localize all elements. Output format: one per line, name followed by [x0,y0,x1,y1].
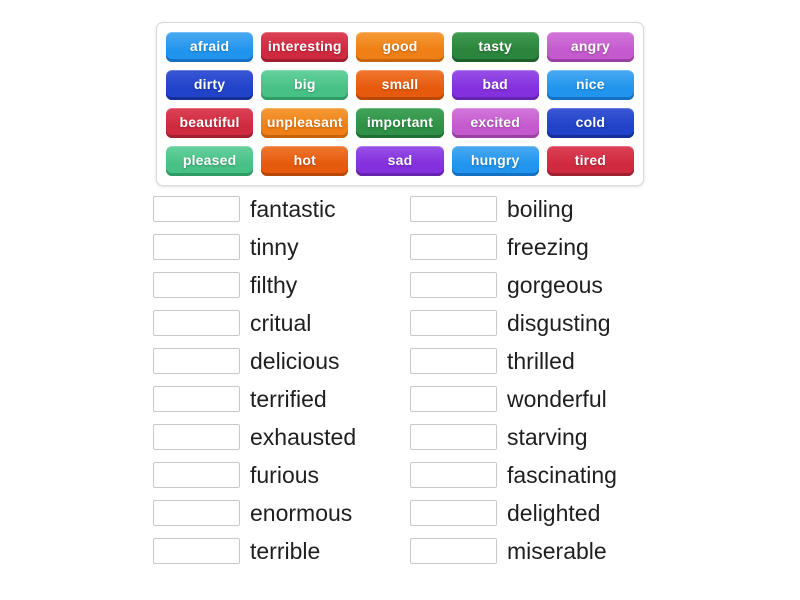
match-row: tinny [153,234,410,260]
word-tile[interactable]: small [356,70,444,100]
match-row: thrilled [410,348,647,374]
match-row: wonderful [410,386,647,412]
match-word-label: furious [250,461,320,488]
match-list: fantastic tinny filthy critual delicious… [153,196,647,564]
answer-slot[interactable] [153,424,240,450]
word-tile[interactable]: interesting [261,32,349,62]
answer-slot[interactable] [153,310,240,336]
answer-slot[interactable] [410,272,497,298]
answer-slot[interactable] [410,424,497,450]
match-word-label: thrilled [507,347,575,374]
word-tile[interactable]: hot [261,146,349,176]
match-row: fascinating [410,462,647,488]
match-row: freezing [410,234,647,260]
match-word-label: miserable [507,537,607,564]
match-row: delighted [410,500,647,526]
word-tile[interactable]: important [356,108,444,138]
answer-slot[interactable] [410,196,497,222]
word-tile[interactable]: sad [356,146,444,176]
word-tile[interactable]: big [261,70,349,100]
match-word-label: starving [507,423,588,450]
word-tile[interactable]: nice [546,70,634,100]
answer-slot[interactable] [153,386,240,412]
answer-slot[interactable] [410,500,497,526]
match-word-label: critual [250,309,312,336]
word-tile[interactable]: dirty [166,70,254,100]
word-tile[interactable]: angry [546,32,634,62]
match-word-label: terrible [250,537,321,564]
word-tile[interactable]: unpleasant [261,108,349,138]
tile-bank: afraid interesting good tasty angry dirt… [156,22,644,186]
match-row: gorgeous [410,272,647,298]
match-row: critual [153,310,410,336]
answer-slot[interactable] [410,386,497,412]
word-tile[interactable]: afraid [166,32,254,62]
answer-slot[interactable] [410,310,497,336]
match-row: terrible [153,538,410,564]
answer-slot[interactable] [410,234,497,260]
answer-slot[interactable] [410,348,497,374]
match-row: furious [153,462,410,488]
match-word-label: wonderful [507,385,607,412]
word-tile[interactable]: cold [546,108,634,138]
word-tile[interactable]: bad [451,70,539,100]
answer-slot[interactable] [153,272,240,298]
answer-slot[interactable] [410,462,497,488]
match-row: fantastic [153,196,410,222]
match-word-label: gorgeous [507,271,603,298]
match-column-left: fantastic tinny filthy critual delicious… [153,196,410,564]
match-column-right: boiling freezing gorgeous disgusting thr… [410,196,647,564]
word-tile[interactable]: good [356,32,444,62]
word-tile[interactable]: pleased [166,146,254,176]
word-tile[interactable]: tasty [451,32,539,62]
match-row: terrified [153,386,410,412]
match-row: disgusting [410,310,647,336]
match-word-label: fascinating [507,461,617,488]
match-word-label: delighted [507,499,601,526]
match-word-label: boiling [507,195,574,222]
answer-slot[interactable] [153,234,240,260]
match-word-label: exhausted [250,423,357,450]
match-row: miserable [410,538,647,564]
match-row: filthy [153,272,410,298]
match-word-label: terrified [250,385,327,412]
match-row: delicious [153,348,410,374]
match-word-label: tinny [250,233,299,260]
answer-slot[interactable] [153,196,240,222]
answer-slot[interactable] [153,348,240,374]
match-word-label: enormous [250,499,353,526]
word-tile[interactable]: beautiful [166,108,254,138]
answer-slot[interactable] [153,500,240,526]
answer-slot[interactable] [153,462,240,488]
word-tile[interactable]: excited [451,108,539,138]
match-word-label: disgusting [507,309,611,336]
match-row: boiling [410,196,647,222]
word-tile[interactable]: tired [546,146,634,176]
match-row: exhausted [153,424,410,450]
match-row: enormous [153,500,410,526]
match-row: starving [410,424,647,450]
answer-slot[interactable] [153,538,240,564]
match-word-label: freezing [507,233,589,260]
match-word-label: fantastic [250,195,336,222]
answer-slot[interactable] [410,538,497,564]
match-word-label: delicious [250,347,340,374]
word-tile[interactable]: hungry [451,146,539,176]
match-word-label: filthy [250,271,298,298]
